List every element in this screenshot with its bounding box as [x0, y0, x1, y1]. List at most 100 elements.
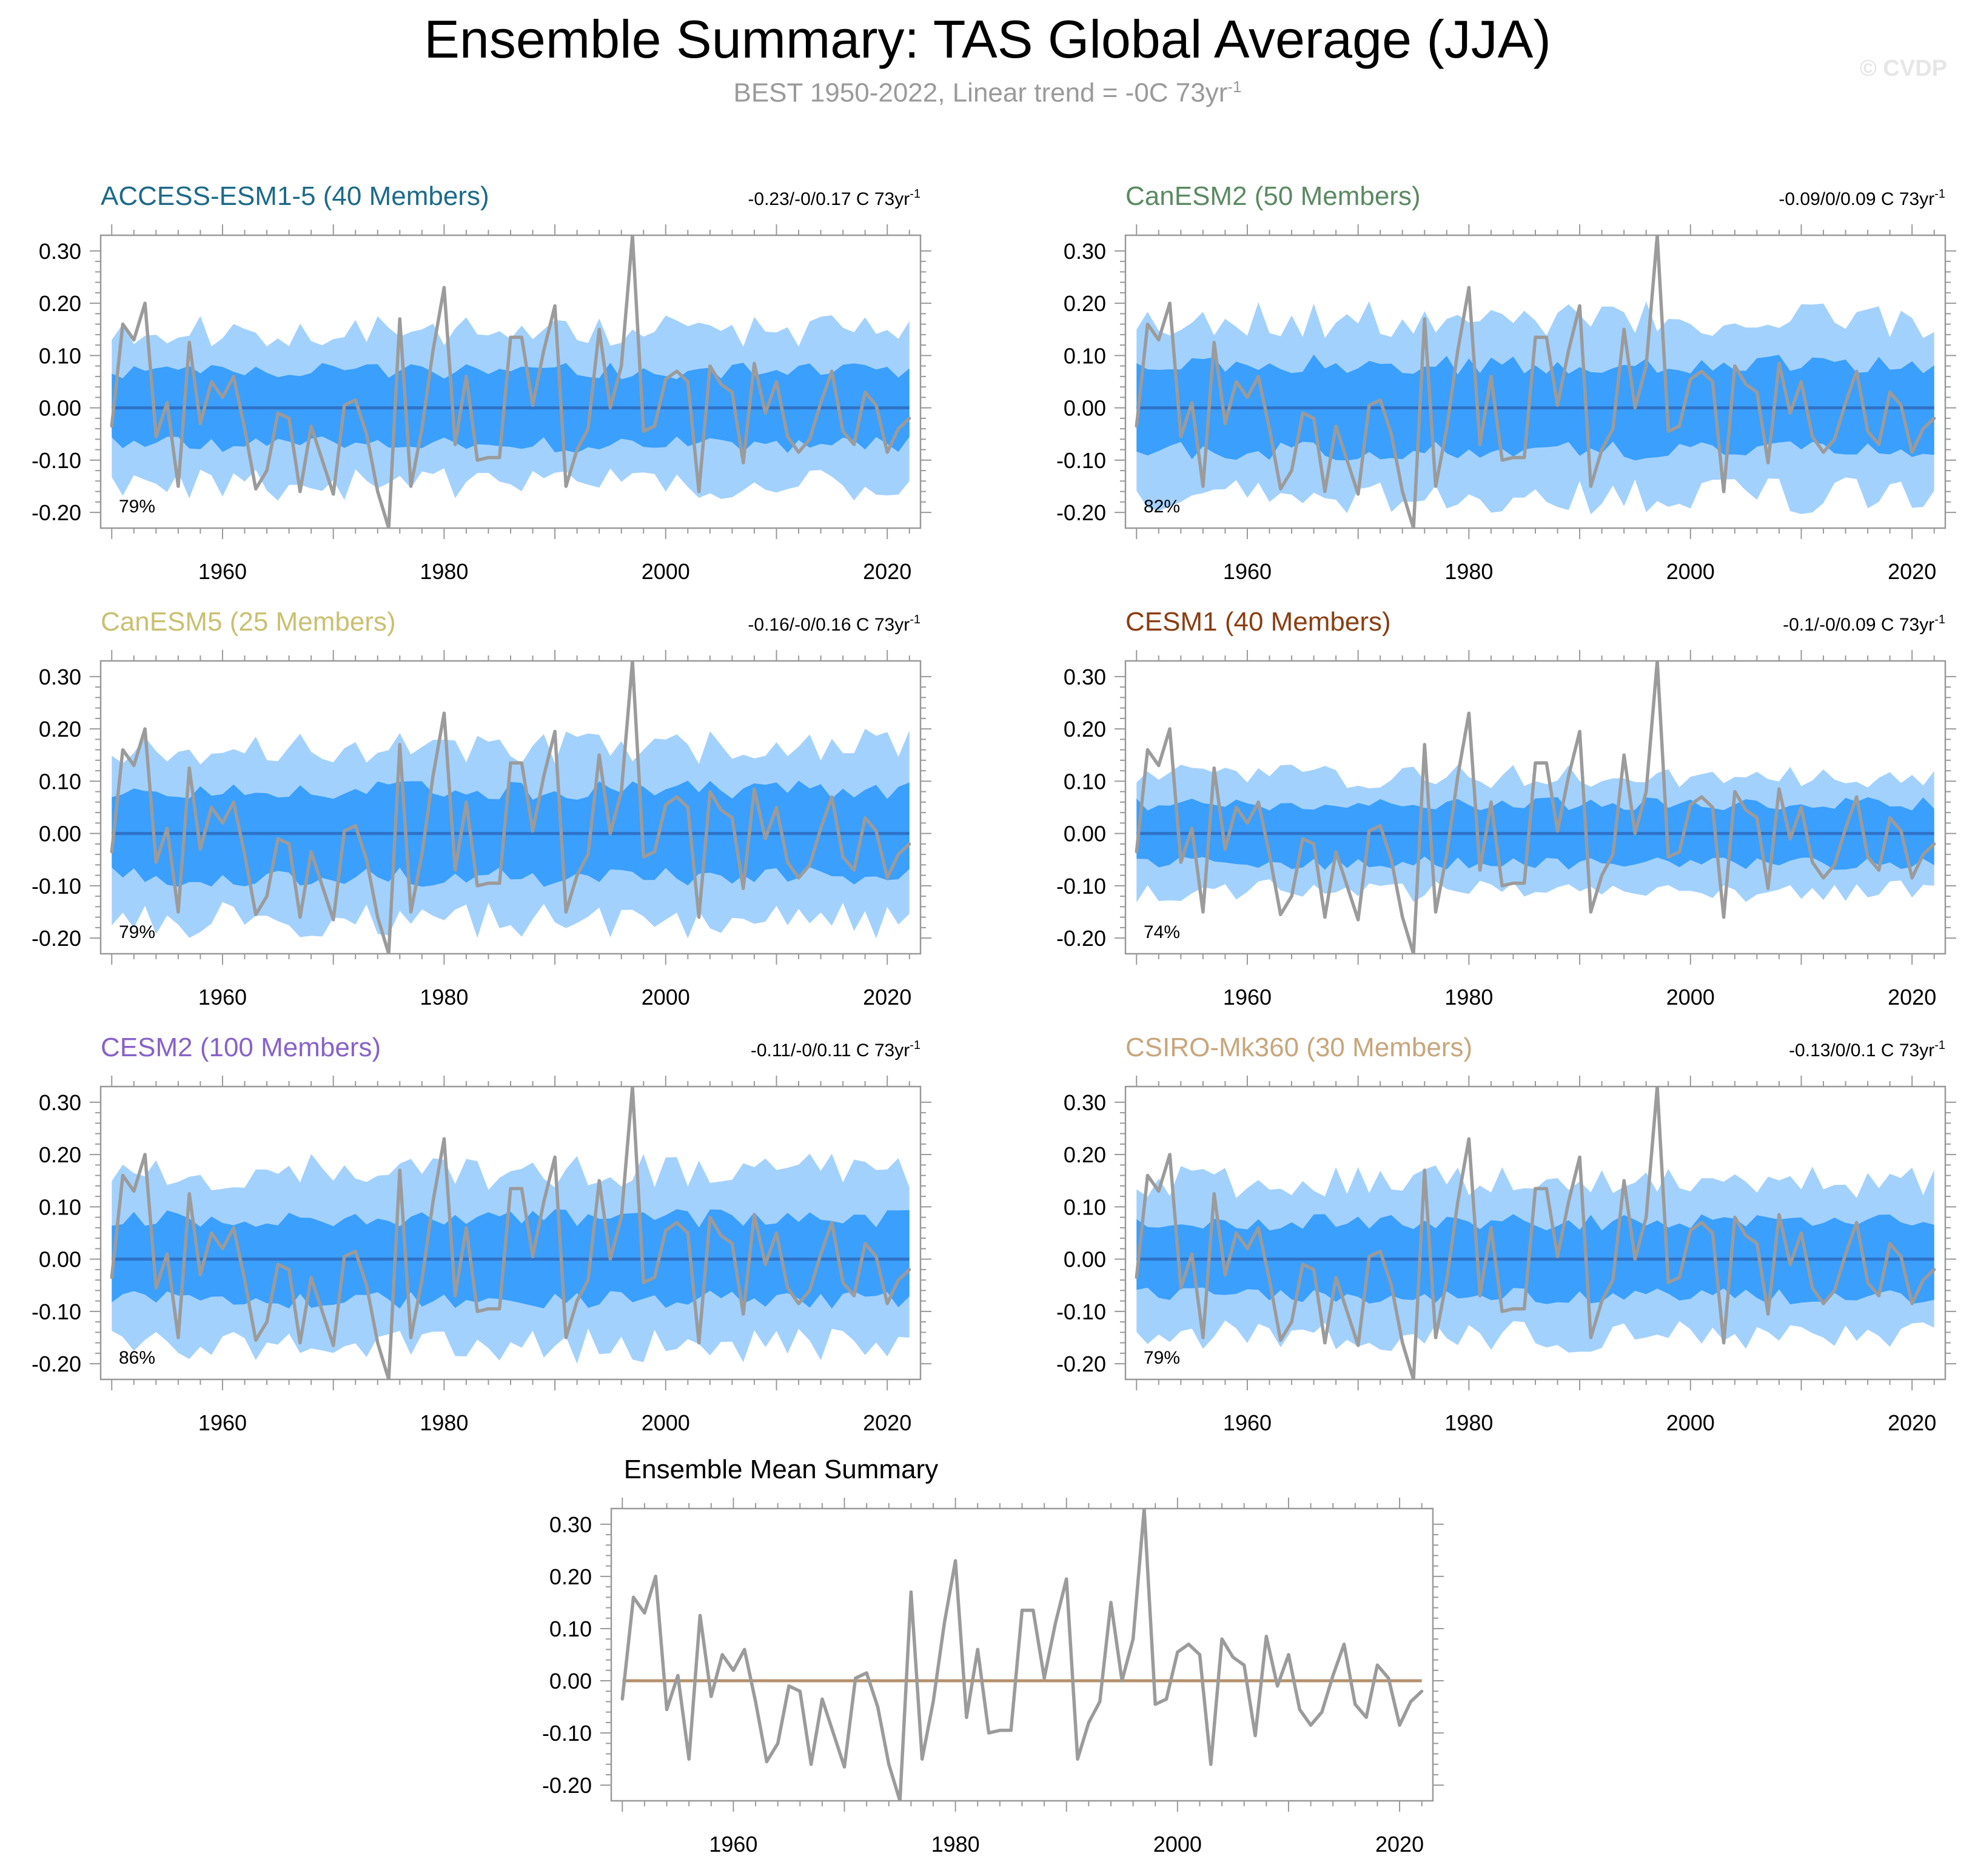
observed-point: [553, 304, 557, 308]
observed-point: [965, 1715, 968, 1719]
observed-point: [1933, 1268, 1936, 1271]
x-tick-label: 2020: [863, 559, 911, 584]
x-tick-label: 2020: [863, 1410, 911, 1435]
observed-point: [287, 1268, 291, 1271]
observed-point: [1401, 490, 1404, 494]
trend-range-superscript: -1: [910, 613, 920, 626]
x-tick-label: 2000: [1153, 1832, 1202, 1857]
observed-point: [1401, 916, 1404, 919]
observed-point: [1312, 1268, 1316, 1271]
observed-point: [1544, 761, 1548, 765]
y-tick-label: 0.00: [39, 822, 81, 846]
observed-point: [719, 383, 723, 386]
observed-point: [1135, 424, 1138, 428]
observed-point: [442, 1137, 446, 1141]
observed-point: [343, 403, 346, 407]
observed-point: [742, 461, 745, 464]
observed-point: [1777, 1213, 1781, 1216]
observed-point: [1401, 1341, 1404, 1345]
observed-point: [863, 816, 867, 820]
observed-point: [1201, 910, 1205, 914]
observed-point: [797, 1302, 800, 1305]
observed-point: [464, 1226, 468, 1230]
observed-point: [831, 1731, 835, 1735]
observed-point: [166, 401, 169, 404]
observed-point: [398, 317, 401, 321]
observed-point: [1235, 1231, 1238, 1235]
observed-point: [1811, 1286, 1814, 1290]
observed-point: [1279, 1338, 1283, 1342]
observed-point: [797, 876, 800, 880]
observed-point: [863, 1242, 867, 1245]
observed-point: [597, 753, 601, 757]
observed-point: [763, 411, 767, 415]
observed-point: [298, 490, 302, 494]
x-tick-label: 2000: [642, 559, 690, 584]
observed-point: [687, 1757, 691, 1761]
observed-point: [1331, 1673, 1335, 1678]
observed-point: [309, 1276, 313, 1279]
observed-point: [1389, 432, 1393, 436]
observed-point: [1212, 766, 1216, 770]
observed-point: [232, 375, 235, 378]
observed-point: [354, 398, 357, 402]
observed-point: [1832, 863, 1836, 866]
observed-point: [1666, 855, 1670, 859]
observed-point: [763, 1262, 767, 1266]
observed-point: [254, 1338, 258, 1342]
observed-point: [1201, 484, 1205, 488]
panel-5: -0.20 -0.10 0.00 0.10 0.20 0.30 1960 1980 2000 20…: [32, 1033, 931, 1435]
y-tick-label: 0.30: [39, 665, 81, 689]
observed-point: [808, 437, 811, 441]
observed-point: [1589, 1336, 1592, 1339]
observed-point: [1677, 1276, 1682, 1279]
observed-point: [254, 487, 258, 491]
y-tick-label: 0.00: [1064, 1247, 1106, 1272]
observed-point: [176, 484, 180, 488]
observed-point: [1478, 1294, 1482, 1298]
observed-point: [1843, 1252, 1848, 1256]
observed-point: [110, 1276, 113, 1279]
observed-point: [1334, 424, 1338, 428]
cvdp-watermark: © CVDP: [1859, 56, 1947, 81]
observed-point: [265, 894, 269, 898]
x-tick-label: 2020: [1375, 1832, 1424, 1857]
observed-point: [1843, 401, 1848, 404]
observed-point: [675, 1221, 679, 1224]
observed-point: [276, 1262, 280, 1266]
trend-range-superscript: -1: [910, 1039, 920, 1052]
observed-point: [1356, 1344, 1360, 1347]
observed-point: [154, 860, 158, 864]
observed-point: [1755, 390, 1759, 394]
observed-point: [564, 910, 568, 914]
y-tick-label: 0.20: [39, 717, 81, 742]
observed-point: [1433, 484, 1438, 488]
observed-point: [1312, 842, 1316, 846]
observed-point: [1567, 349, 1571, 352]
x-tick-label: 2000: [1666, 1410, 1715, 1435]
observed-point: [697, 916, 701, 919]
observed-point: [1855, 369, 1859, 373]
x-tick-label: 1980: [931, 1832, 980, 1857]
y-tick-label: 0.20: [1064, 1142, 1106, 1167]
observed-point: [1832, 437, 1836, 441]
observed-point: [1168, 1153, 1172, 1156]
y-tick-label: -0.10: [1056, 1299, 1106, 1324]
x-tick-label: 1960: [198, 1410, 247, 1435]
observed-point: [1367, 403, 1371, 407]
plot-area: [110, 235, 911, 528]
observed-point: [1633, 1258, 1637, 1261]
observed-point: [442, 711, 446, 715]
y-tick-label: 0.20: [39, 291, 81, 316]
observed-point: [243, 427, 247, 430]
observed-point: [1733, 1216, 1737, 1219]
observed-point: [509, 335, 512, 339]
y-tick-label: -0.10: [542, 1721, 592, 1746]
y-tick-label: 0.10: [39, 769, 81, 794]
observed-point: [221, 1247, 224, 1250]
observed-point: [1456, 1200, 1460, 1204]
observed-point: [1534, 335, 1537, 339]
observed-point: [1053, 1621, 1058, 1625]
observed-point: [1212, 1192, 1216, 1196]
observed-point: [1223, 1273, 1227, 1277]
